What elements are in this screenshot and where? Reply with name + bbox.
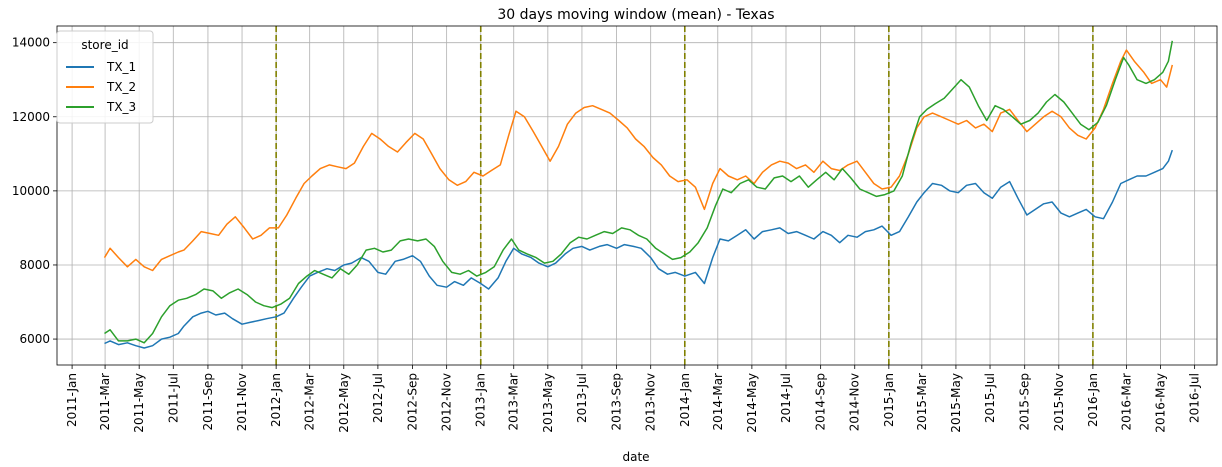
x-tick-label: 2015-May — [949, 373, 963, 433]
x-tick-label: 2016-Mar — [1119, 373, 1133, 431]
y-axis: 6000 8000 10000 12000 14000 — [12, 36, 57, 346]
x-tick-label: 2014-Jan — [678, 373, 692, 427]
grid — [57, 26, 1217, 365]
x-tick-label: 2013-May — [541, 373, 555, 433]
x-tick-label: 2011-Jul — [166, 373, 180, 423]
x-tick-label: 2015-Sep — [1018, 373, 1032, 431]
x-axis-label: date — [622, 450, 649, 464]
x-tick-label: 2015-Jan — [882, 373, 896, 427]
legend-title: store_id — [81, 38, 128, 52]
x-tick-label: 2014-May — [745, 373, 759, 433]
series-line-tx-3 — [104, 40, 1174, 344]
x-tick-label: 2012-Sep — [406, 373, 420, 431]
legend-box — [56, 30, 154, 124]
series-lines — [103, 40, 1174, 349]
legend-entry-label: TX_1 — [106, 60, 136, 74]
x-tick-label: 2014-Sep — [814, 373, 828, 431]
x-tick-label: 2013-Jan — [474, 373, 488, 427]
x-tick-label: 2016-Jan — [1086, 373, 1100, 427]
x-tick-label: 2012-Jan — [269, 373, 283, 427]
y-tick-label: 6000 — [19, 332, 50, 346]
x-tick-label: 2014-Nov — [848, 373, 862, 431]
series-line-tx-2 — [103, 49, 1174, 272]
x-tick-label: 2015-Mar — [915, 373, 929, 431]
x-tick-label: 2011-Mar — [98, 373, 112, 431]
x-tick-label: 2013-Mar — [507, 373, 521, 431]
x-tick-label: 2012-May — [337, 373, 351, 433]
legend-entry-label: TX_2 — [106, 80, 136, 94]
x-tick-label: 2013-Nov — [644, 373, 658, 431]
series-line-tx-1 — [104, 149, 1174, 349]
x-tick-label: 2011-Jan — [65, 373, 79, 427]
x-tick-label: 2014-Mar — [711, 373, 725, 431]
x-axis: 2011-Jan 2011-Mar 2011-May 2011-Jul 2011-Sep… — [65, 365, 1202, 433]
x-tick-label: 2014-Jul — [779, 373, 793, 423]
plot-frame — [56, 25, 1218, 366]
x-tick-label: 2016-Jul — [1188, 373, 1202, 423]
y-tick-label: 12000 — [12, 110, 50, 124]
chart-title: 30 days moving window (mean) - Texas — [497, 7, 774, 23]
y-tick-label: 14000 — [12, 36, 50, 50]
x-tick-label: 2015-Nov — [1052, 373, 1066, 431]
x-tick-label: 2012-Jul — [371, 373, 385, 423]
year-markers — [275, 26, 1094, 365]
x-tick-label: 2012-Nov — [440, 373, 454, 431]
x-tick-label: 2011-Nov — [235, 373, 249, 431]
y-tick-label: 10000 — [12, 184, 50, 198]
y-tick-label: 8000 — [19, 258, 50, 272]
x-tick-label: 2012-Mar — [303, 373, 317, 431]
legend: store_id TX_1 TX_2 TX_3 — [56, 30, 154, 124]
x-tick-label: 2011-Sep — [201, 373, 215, 431]
x-tick-label: 2016-May — [1154, 373, 1168, 433]
x-tick-label: 2013-Jul — [575, 373, 589, 423]
legend-entry-label: TX_3 — [106, 100, 136, 114]
x-tick-label: 2011-May — [132, 373, 146, 433]
x-tick-label: 2013-Sep — [610, 373, 624, 431]
x-tick-label: 2015-Jul — [983, 373, 997, 423]
